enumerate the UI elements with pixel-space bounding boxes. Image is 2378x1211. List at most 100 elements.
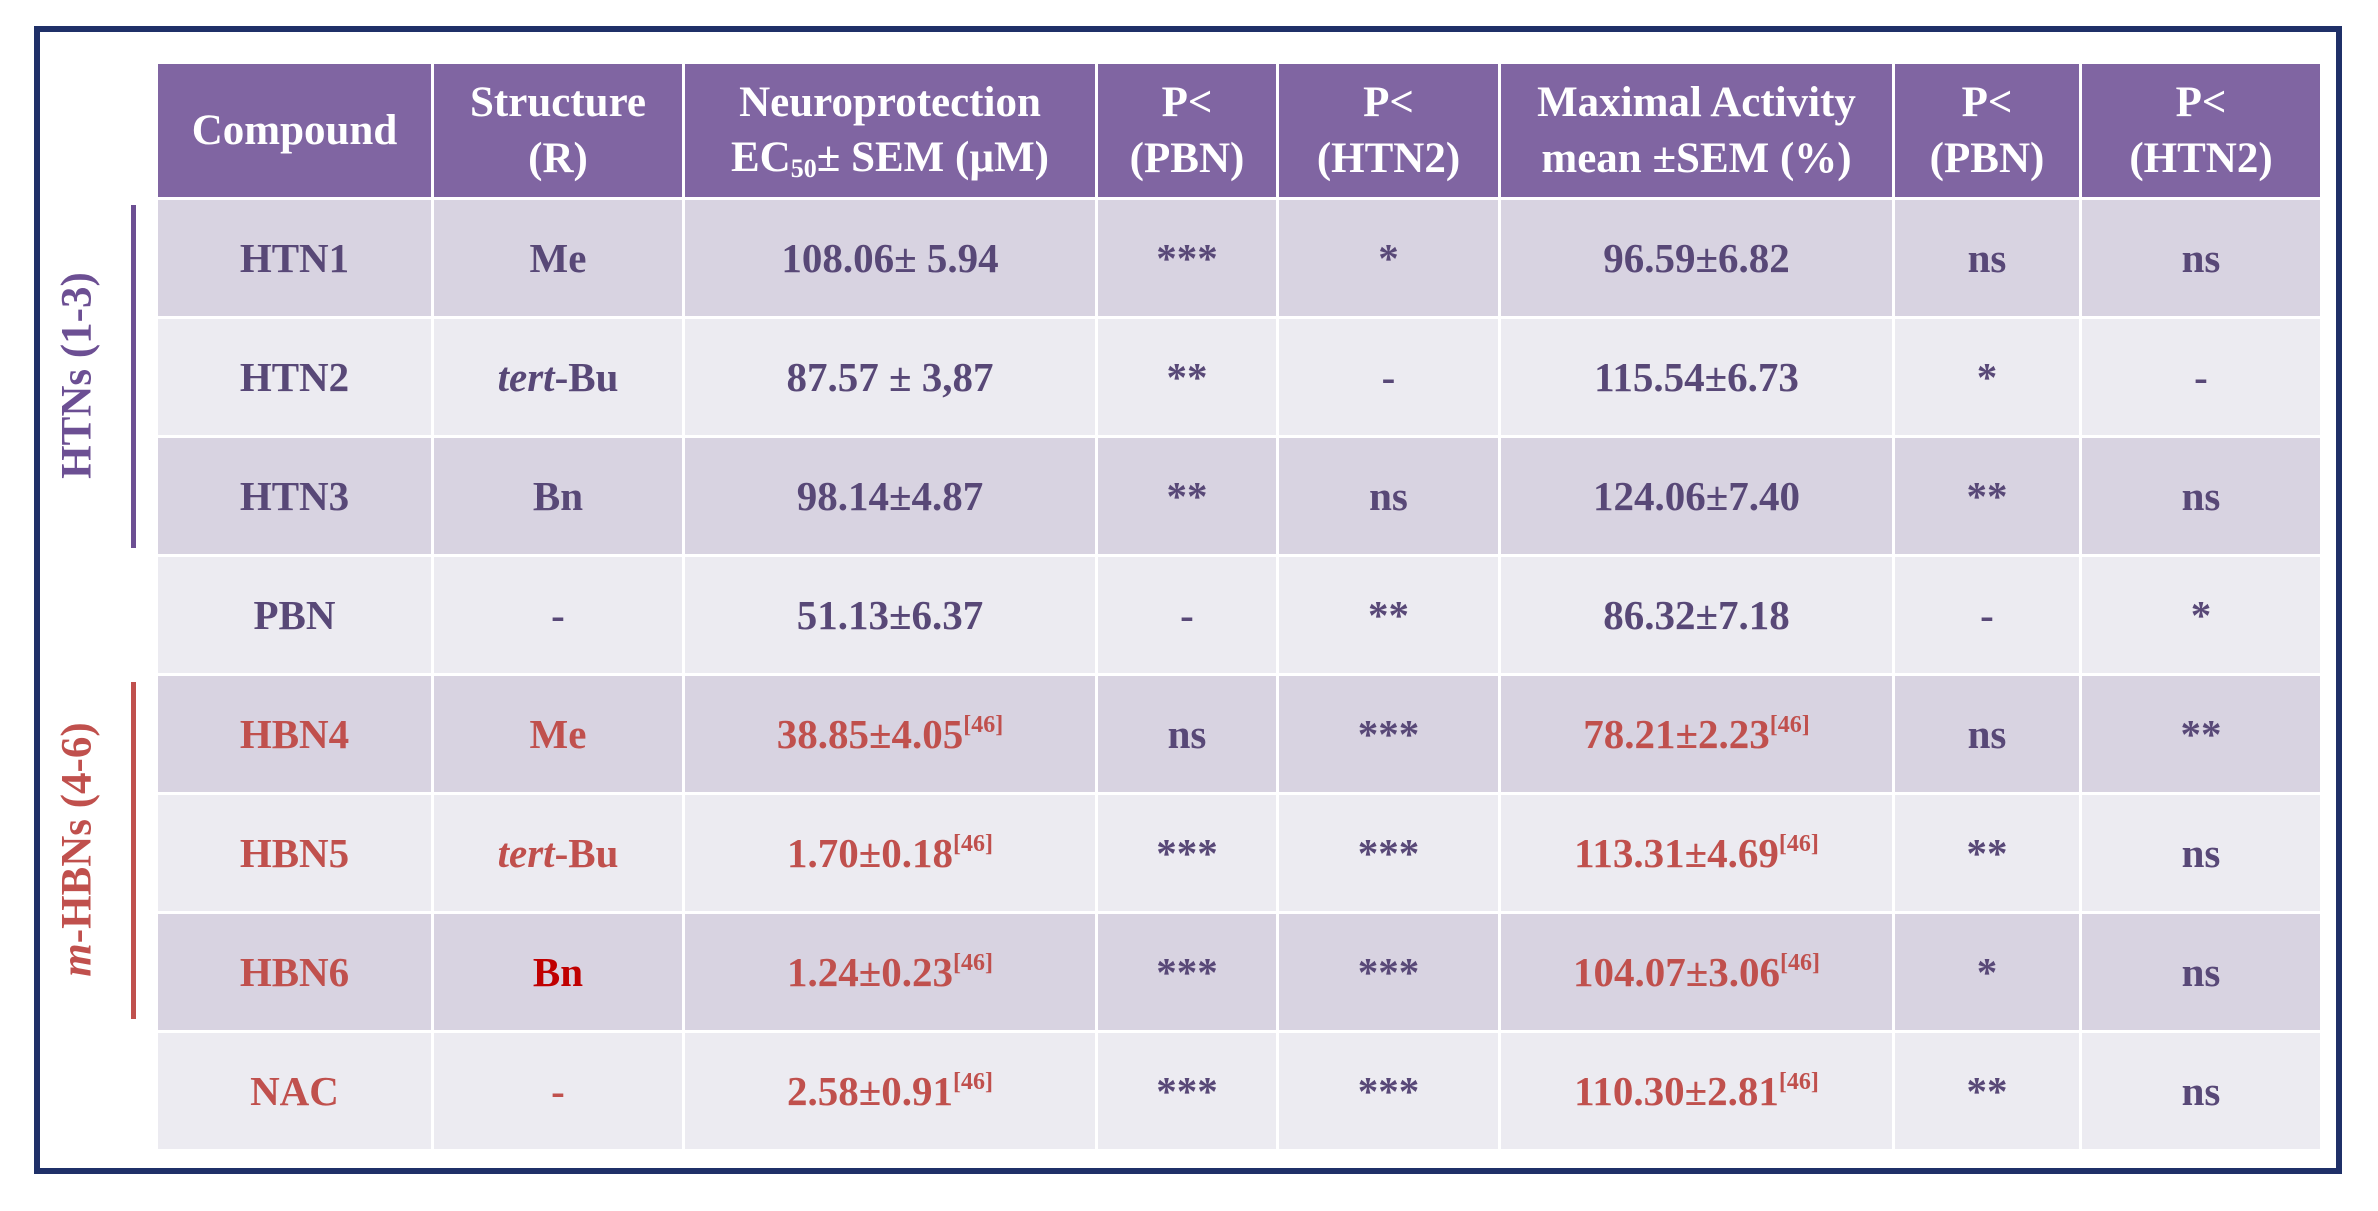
group-htns: HTNs (1-3): [54, 205, 141, 548]
cell-p2-pbn: **: [1892, 1030, 2082, 1152]
cell-p-htn2: ***: [1276, 911, 1501, 1033]
table-row: HTN2 tert-Bu 87.57 ± 3,87 ** - 115.54±6.…: [155, 316, 2323, 438]
cell-ec50: 98.14±4.87: [682, 435, 1098, 557]
cell-structure: Me: [431, 197, 685, 319]
cell-max-activity: 78.21±2.23[46]: [1498, 673, 1895, 795]
cell-p2-pbn: **: [1892, 792, 2082, 914]
cell-p2-pbn: ns: [1892, 197, 2082, 319]
cell-max-activity: 86.32±7.18: [1498, 554, 1895, 676]
cell-ec50: 1.70±0.18[46]: [682, 792, 1098, 914]
cell-p-pbn: ***: [1095, 911, 1279, 1033]
cell-structure: -: [431, 554, 685, 676]
cell-p-pbn: **: [1095, 316, 1279, 438]
cell-ec50: 1.24±0.23[46]: [682, 911, 1098, 1033]
cell-p2-htn2: ns: [2079, 435, 2323, 557]
cell-p-htn2: ***: [1276, 1030, 1501, 1152]
cell-max-ref: [46]: [1778, 1069, 1819, 1095]
cell-compound: HTN1: [155, 197, 434, 319]
cell-compound: HTN2: [155, 316, 434, 438]
cell-p2-htn2: ns: [2079, 911, 2323, 1033]
cell-compound: PBN: [155, 554, 434, 676]
table-row: NAC - 2.58±0.91[46] *** *** 110.30±2.81[…: [155, 1030, 2323, 1152]
cell-ec50: 87.57 ± 3,87: [682, 316, 1098, 438]
table-row: PBN - 51.13±6.37 - ** 86.32±7.18 - *: [155, 554, 2323, 676]
cell-max-activity: 110.30±2.81[46]: [1498, 1030, 1895, 1152]
cell-ec50-ref: [46]: [953, 1069, 993, 1095]
table-row: HTN1 Me 108.06± 5.94 *** * 96.59±6.82 ns…: [155, 197, 2323, 319]
cell-p2-pbn: -: [1892, 554, 2082, 676]
cell-compound: HBN5: [155, 792, 434, 914]
cell-structure: tert-Bu: [431, 792, 685, 914]
cell-max-activity: 124.06±7.40: [1498, 435, 1895, 557]
cell-p2-pbn: ns: [1892, 673, 2082, 795]
header-row: Compound Structure (R) Neuroprotection EC5…: [155, 61, 2323, 200]
cell-p2-htn2: ns: [2079, 1030, 2323, 1152]
table-row: HBN5 tert-Bu 1.70±0.18[46] *** *** 113.3…: [155, 792, 2323, 914]
cell-ec50: 2.58±0.91[46]: [682, 1030, 1098, 1152]
cell-structure: Me: [431, 673, 685, 795]
group-bracket-hbns: [131, 682, 136, 1019]
header-neuroprotection: Neuroprotection EC50± SEM (µM): [682, 61, 1098, 200]
cell-max-ref: [46]: [1778, 831, 1819, 857]
cell-ec50: 38.85±4.05[46]: [682, 673, 1098, 795]
results-table: Compound Structure (R) Neuroprotection EC5…: [155, 61, 2323, 1152]
header-structure: Structure (R): [431, 61, 685, 200]
cell-max-activity: 96.59±6.82: [1498, 197, 1895, 319]
cell-p-pbn: ***: [1095, 792, 1279, 914]
cell-p2-pbn: **: [1892, 435, 2082, 557]
group-bracket-htns: [131, 205, 136, 548]
cell-p2-htn2: -: [2079, 316, 2323, 438]
cell-compound: HBN6: [155, 911, 434, 1033]
cell-p-htn2: -: [1276, 316, 1501, 438]
cell-p-htn2: ns: [1276, 435, 1501, 557]
group-hbns: m-HBNs (4-6): [54, 682, 141, 1019]
header-maximal-activity: Maximal Activity mean ±SEM (%): [1498, 61, 1895, 200]
table-row: HBN4 Me 38.85±4.05[46] ns *** 78.21±2.23…: [155, 673, 2323, 795]
table-row: HTN3 Bn 98.14±4.87 ** ns 124.06±7.40 ** …: [155, 435, 2323, 557]
cell-max-activity: 113.31±4.69[46]: [1498, 792, 1895, 914]
cell-p-htn2: ***: [1276, 673, 1501, 795]
cell-structure: Bn: [431, 911, 685, 1033]
cell-p-htn2: **: [1276, 554, 1501, 676]
cell-p-pbn: **: [1095, 435, 1279, 557]
group-label-hbns-prefix: m: [53, 943, 101, 977]
cell-ec50-ref: [46]: [953, 831, 993, 857]
header-p-htn2-2: P< (HTN2): [2079, 61, 2323, 200]
cell-compound: NAC: [155, 1030, 434, 1152]
cell-p2-pbn: *: [1892, 911, 2082, 1033]
header-compound: Compound: [155, 61, 434, 200]
cell-p2-pbn: *: [1892, 316, 2082, 438]
table-row: HBN6 Bn 1.24±0.23[46] *** *** 104.07±3.0…: [155, 911, 2323, 1033]
group-label-htns: HTNs (1-3): [53, 272, 101, 479]
cell-max-ref: [46]: [1769, 712, 1810, 738]
cell-p2-htn2: ns: [2079, 197, 2323, 319]
cell-p-pbn: ***: [1095, 1030, 1279, 1152]
cell-p2-htn2: ns: [2079, 792, 2323, 914]
group-label-hbns: m-HBNs (4-6): [53, 700, 102, 1000]
header-p-htn2-1: P< (HTN2): [1276, 61, 1501, 200]
group-label-hbns-rest: -HBNs (4-6): [53, 722, 101, 944]
header-p-pbn-2: P< (PBN): [1892, 61, 2082, 200]
cell-max-activity: 115.54±6.73: [1498, 316, 1895, 438]
cell-ec50: 108.06± 5.94: [682, 197, 1098, 319]
cell-structure: -: [431, 1030, 685, 1152]
cell-p-pbn: ns: [1095, 673, 1279, 795]
cell-p-htn2: ***: [1276, 792, 1501, 914]
cell-p2-htn2: **: [2079, 673, 2323, 795]
cell-compound: HBN4: [155, 673, 434, 795]
cell-p-pbn: -: [1095, 554, 1279, 676]
cell-structure: Bn: [431, 435, 685, 557]
header-p-pbn-1: P< (PBN): [1095, 61, 1279, 200]
cell-ec50-ref: [46]: [963, 712, 1004, 738]
cell-p-htn2: *: [1276, 197, 1501, 319]
cell-ec50-ref: [46]: [953, 950, 993, 976]
cell-max-activity: 104.07±3.06[46]: [1498, 911, 1895, 1033]
cell-structure-italic: tert: [497, 830, 555, 876]
cell-p2-htn2: *: [2079, 554, 2323, 676]
cell-max-ref: [46]: [1780, 950, 1820, 976]
cell-compound: HTN3: [155, 435, 434, 557]
cell-p-pbn: ***: [1095, 197, 1279, 319]
cell-structure-italic: tert: [497, 354, 555, 400]
cell-ec50: 51.13±6.37: [682, 554, 1098, 676]
cell-structure: tert-Bu: [431, 316, 685, 438]
